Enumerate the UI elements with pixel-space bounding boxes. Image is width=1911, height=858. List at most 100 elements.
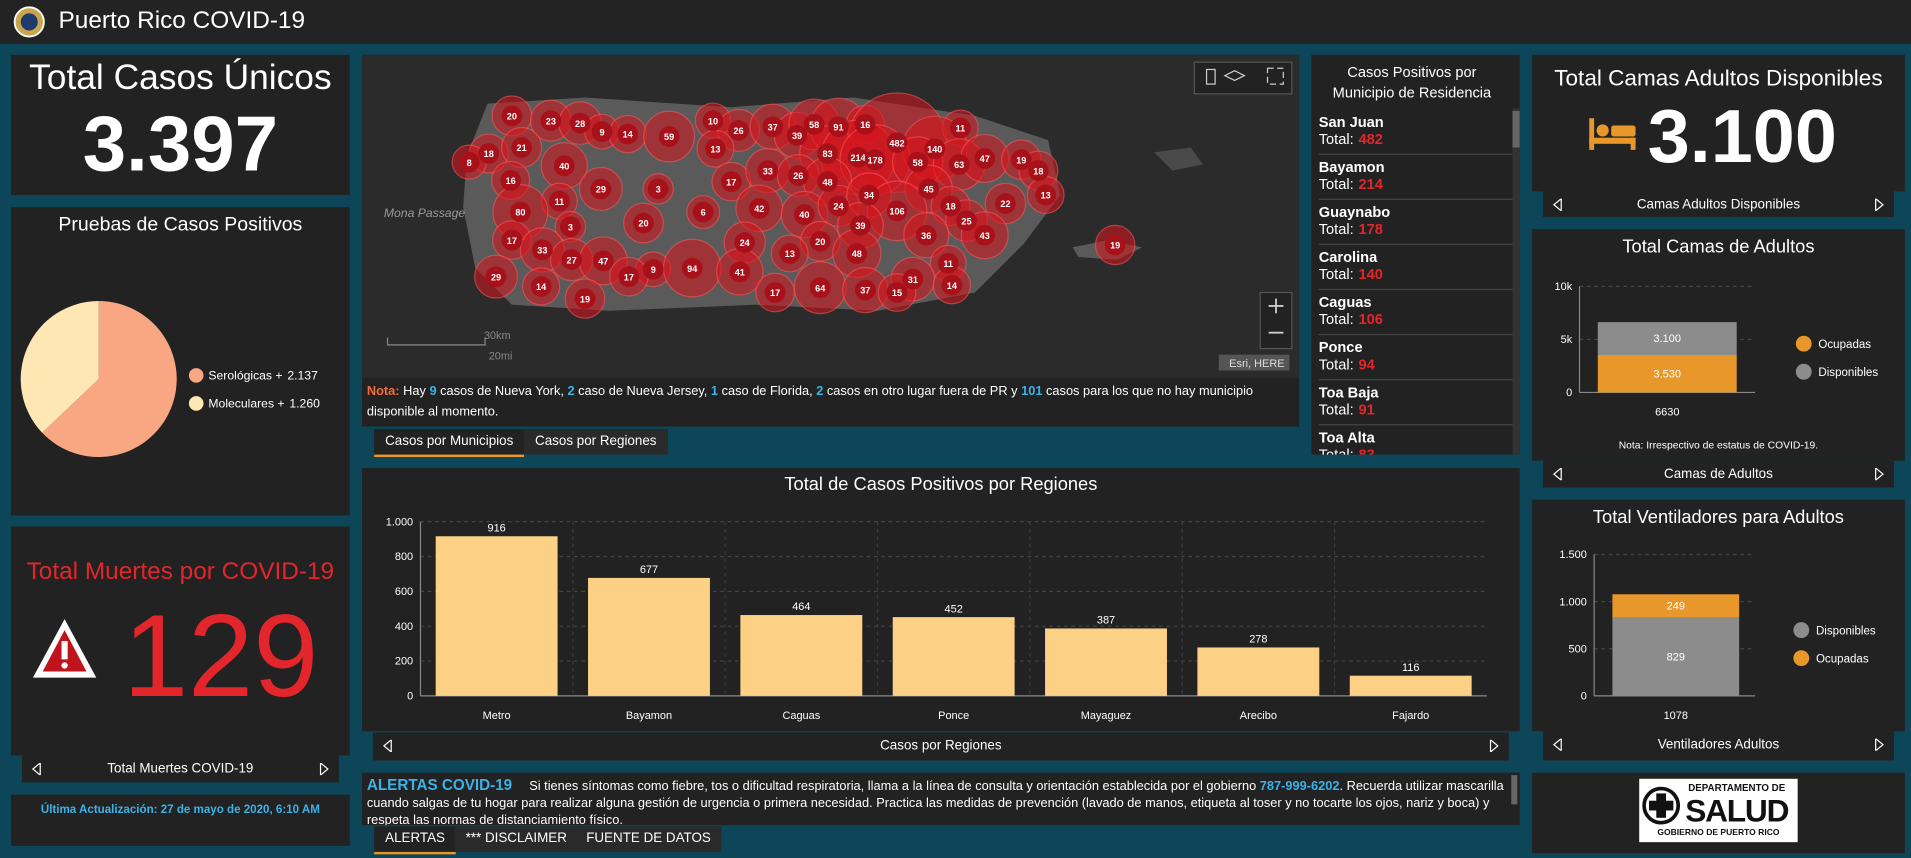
- bubble-core: [531, 239, 553, 261]
- bubble-label: 26: [733, 126, 743, 136]
- tab[interactable]: Casos por Municipios: [374, 429, 525, 458]
- bubble-label: 26: [793, 171, 803, 181]
- next-arrow[interactable]: [319, 762, 329, 776]
- next-arrow[interactable]: [1874, 738, 1884, 751]
- bubble-core: [540, 110, 562, 132]
- municipality-list[interactable]: San Juan Total: 482 Bayamon Total: 214 Guaynab…: [1318, 110, 1520, 455]
- scrollbar[interactable]: [1512, 108, 1520, 455]
- bubble-label: 27: [567, 255, 577, 265]
- bar-chart: 0 200 400 600 800 1.000 916 Metro 677 Bayamon 464 C…: [386, 516, 1487, 722]
- y-tick-label: 1.000: [1559, 596, 1586, 608]
- alerts-title: ALERTAS COVID-19: [366, 776, 513, 794]
- bubble-core: [995, 193, 1016, 214]
- bubble-label: 41: [735, 267, 745, 277]
- bubble-core: [864, 149, 886, 171]
- y-tick-label: 0: [407, 691, 413, 703]
- scroll-thumb[interactable]: [1511, 775, 1518, 805]
- municipality-name: Caguas: [1318, 293, 1372, 311]
- zoom-in[interactable]: [1268, 298, 1284, 314]
- pie-slice: [42, 301, 177, 458]
- y-tick-label: 5k: [1561, 334, 1573, 346]
- bubble-core: [1010, 149, 1032, 171]
- y-tick-label: 200: [395, 656, 413, 668]
- y-tick-label: 0: [1566, 387, 1572, 399]
- bubble-label: 16: [860, 120, 870, 130]
- basemap-icon[interactable]: [1266, 67, 1284, 85]
- bubble-label: 47: [598, 256, 608, 266]
- bookmark-icon[interactable]: [1205, 68, 1216, 85]
- municipality-total: Total: 140: [1319, 266, 1520, 283]
- deaths-footer: Total Muertes COVID-19: [21, 755, 339, 783]
- bubble-label: 59: [664, 132, 674, 142]
- bubble-core: [941, 274, 963, 296]
- layers-icon[interactable]: [1223, 70, 1246, 82]
- scroll-thumb[interactable]: [1512, 110, 1520, 148]
- municipality-item: Toa Alta Total: 83: [1319, 425, 1520, 455]
- alerts-phone[interactable]: 787-999-6202: [1259, 778, 1340, 794]
- vent-chart-panel: Total Ventiladores para Adultos 0 500 1.00…: [1531, 499, 1905, 732]
- bubble-core: [854, 113, 876, 135]
- x-tick-label: Arecibo: [1240, 710, 1277, 722]
- legend-label: Disponibles: [1818, 367, 1878, 379]
- bubble-core: [500, 170, 522, 191]
- y-tick-label: 800: [395, 551, 413, 563]
- bubble-label: 33: [763, 166, 773, 176]
- bubble-label: 16: [506, 176, 516, 186]
- bubble-core: [633, 212, 654, 234]
- next-arrow[interactable]: [1874, 468, 1884, 481]
- legend-value: 2.137: [287, 369, 318, 383]
- total-cases-title: Total Casos Únicos: [29, 58, 332, 98]
- scale-bar: [386, 337, 486, 346]
- bubble-core: [720, 171, 742, 192]
- bubble-label: 20: [638, 219, 648, 229]
- map-toolbar[interactable]: [1193, 61, 1293, 95]
- bubble-label: 11: [943, 259, 953, 269]
- bubble-core: [809, 277, 831, 298]
- bubble-label: 39: [792, 131, 802, 141]
- bar-segment: [1597, 355, 1737, 393]
- bubble-core: [748, 198, 770, 219]
- bubble-label: 17: [726, 177, 736, 187]
- vent-chart-footer: Ventiladores Adultos: [1542, 731, 1894, 761]
- bubble-label: 91: [833, 122, 843, 132]
- prev-arrow[interactable]: [1552, 198, 1563, 211]
- bubble-label: 42: [754, 204, 764, 214]
- value-label: 116: [1402, 662, 1419, 674]
- total-value: 482: [1358, 130, 1383, 148]
- value-label: 3.530: [1654, 368, 1681, 380]
- tab[interactable]: Casos por Regiones: [524, 429, 668, 455]
- bubble-label: 20: [815, 237, 825, 247]
- prev-arrow[interactable]: [1552, 468, 1563, 481]
- legend-label: Ocupadas: [1818, 339, 1871, 351]
- tab[interactable]: FUENTE DE DATOS: [575, 826, 722, 852]
- bed-icon: [1589, 118, 1636, 150]
- warning-icon: [32, 619, 97, 678]
- prev-arrow[interactable]: [31, 762, 42, 776]
- municipality-total: Total: 94: [1319, 356, 1520, 373]
- bubble-core: [592, 250, 614, 272]
- next-arrow[interactable]: [1489, 739, 1499, 752]
- tab[interactable]: ALERTAS: [374, 826, 456, 855]
- total-label: Total:: [1318, 265, 1354, 283]
- bubble-label: 178: [867, 155, 882, 165]
- total-label: Total:: [1318, 175, 1354, 193]
- bubble-label: 19: [580, 294, 590, 304]
- prev-arrow[interactable]: [382, 739, 393, 752]
- total-value: 83: [1358, 446, 1375, 455]
- bubble-core: [779, 243, 801, 264]
- bubble-label: 31: [908, 275, 918, 285]
- tab[interactable]: *** DISCLAIMER: [454, 826, 578, 852]
- municipality-item: Bayamon Total: 214: [1318, 155, 1520, 200]
- bubble-core: [886, 282, 908, 303]
- municipality-total: Total: 83: [1319, 446, 1520, 455]
- bubble-label: 18: [1033, 166, 1043, 176]
- prev-arrow[interactable]: [1552, 738, 1563, 751]
- next-arrow[interactable]: [1874, 198, 1884, 211]
- bubble-core: [702, 110, 724, 132]
- bar-segment: [1612, 617, 1740, 696]
- bubble-label: 36: [921, 231, 931, 241]
- bubble-core: [618, 266, 640, 288]
- logo: DEPARTAMENTO DE SALUD GOBIERNO DE PUERTO…: [1639, 778, 1798, 843]
